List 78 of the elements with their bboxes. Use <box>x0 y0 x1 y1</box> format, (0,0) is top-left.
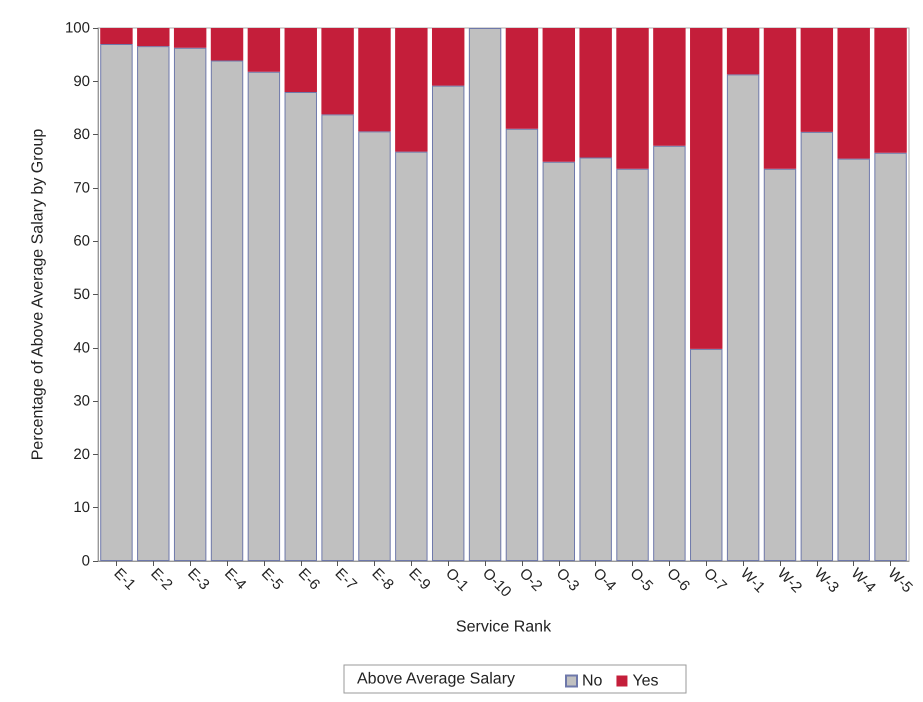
bar <box>174 48 206 561</box>
bar <box>653 28 686 146</box>
x-tick-label: E-6 <box>294 564 324 594</box>
x-tick-label: E-1 <box>110 564 139 594</box>
bar <box>395 28 428 152</box>
x-tick-label: O-3 <box>552 564 582 595</box>
x-tick-label: E-3 <box>184 564 213 594</box>
bar <box>395 152 428 561</box>
y-tick-label: 100 <box>64 20 90 36</box>
x-tick-label: E-2 <box>147 564 176 594</box>
bar <box>726 28 760 74</box>
bar <box>100 28 133 44</box>
bar <box>764 28 796 169</box>
bar <box>432 28 464 86</box>
bar <box>432 86 464 561</box>
bar <box>542 28 576 162</box>
bar <box>174 28 206 48</box>
bar <box>616 28 649 169</box>
y-tick-label: 50 <box>73 286 90 303</box>
x-tick-label: W-3 <box>810 564 842 596</box>
bar <box>837 28 870 159</box>
x-tick-label: E-8 <box>368 564 397 594</box>
bar <box>542 162 576 561</box>
bar <box>690 348 722 561</box>
x-tick-label: O-4 <box>590 564 620 595</box>
bar <box>358 28 391 132</box>
y-axis-title: Percentage of Above Average Salary by Group <box>30 128 46 460</box>
bar <box>137 28 170 46</box>
bar <box>726 74 760 561</box>
legend-label: No <box>582 672 603 690</box>
bar <box>137 46 170 561</box>
bar <box>100 44 133 561</box>
x-tick-label: W-4 <box>848 564 879 596</box>
x-tick-label: E-9 <box>405 564 434 594</box>
x-tick-label: E-7 <box>332 564 360 594</box>
bar <box>800 28 834 132</box>
bar <box>690 28 722 349</box>
bar <box>321 114 354 561</box>
x-tick-label: E-4 <box>221 564 250 594</box>
bar <box>837 158 870 561</box>
x-tick-label: W-5 <box>884 564 916 596</box>
bar <box>468 28 502 561</box>
x-tick-label: O-5 <box>626 564 656 595</box>
legend-title: Above Average Salary <box>357 670 516 688</box>
x-tick-label: O-6 <box>663 564 694 595</box>
bar <box>284 28 317 92</box>
bar <box>248 28 280 72</box>
bar <box>358 131 391 561</box>
y-tick-label: 40 <box>73 339 90 356</box>
y-tick-label: 70 <box>73 179 90 196</box>
y-tick-label: 10 <box>73 499 90 516</box>
y-tick-label: 20 <box>73 446 90 463</box>
y-tick-label: 30 <box>73 392 90 410</box>
bar <box>579 28 612 158</box>
bar <box>210 60 244 561</box>
bar <box>874 28 907 153</box>
x-tick-label: O-1 <box>442 564 472 595</box>
bar <box>579 158 612 561</box>
x-tick-label: O-7 <box>700 564 730 595</box>
y-tick-label: 0 <box>82 552 90 570</box>
y-tick-label: 90 <box>73 72 90 90</box>
legend-label: Yes <box>632 672 659 690</box>
y-tick-label: 80 <box>73 126 90 144</box>
bar <box>321 28 354 114</box>
bar <box>764 168 796 561</box>
x-tick-label: E-5 <box>258 564 286 594</box>
bar <box>284 92 317 561</box>
x-axis-title: Service Rank <box>456 618 552 636</box>
x-tick-label: O-2 <box>516 564 546 595</box>
bar <box>653 146 686 561</box>
bar <box>616 168 649 561</box>
bar <box>506 28 538 129</box>
bar <box>506 128 538 561</box>
bar <box>874 152 907 561</box>
bar <box>800 132 834 561</box>
y-tick-label: 60 <box>73 232 90 250</box>
bar <box>248 72 280 561</box>
bar <box>210 28 244 61</box>
